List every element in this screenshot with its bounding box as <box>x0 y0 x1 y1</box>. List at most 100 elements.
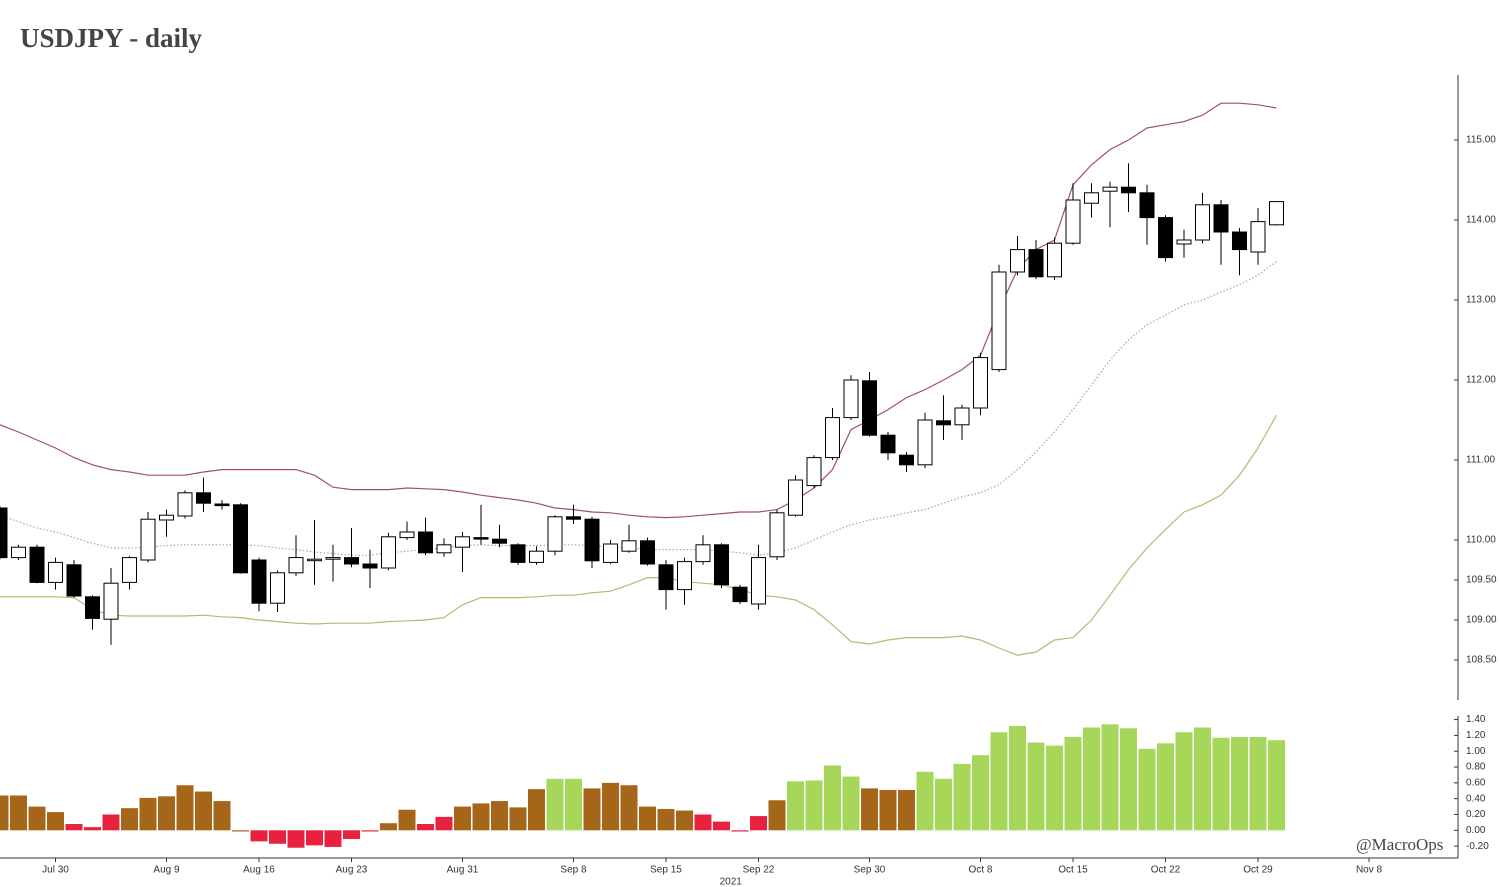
bar <box>195 791 212 831</box>
candle-body <box>677 561 692 591</box>
band-line <box>0 261 1277 556</box>
bar <box>0 795 9 831</box>
bar <box>28 806 46 831</box>
candle-body <box>159 514 174 521</box>
bar <box>287 830 305 848</box>
bar <box>916 771 934 831</box>
bar <box>602 782 619 831</box>
candle-body <box>66 564 82 597</box>
bar <box>250 830 268 842</box>
x-tick-label: Nov 8 <box>1356 865 1383 876</box>
bar <box>47 812 64 831</box>
bar <box>565 778 582 831</box>
candle-body <box>621 540 637 552</box>
bar <box>491 801 508 831</box>
y-tick-label: 1.40 <box>1466 714 1486 725</box>
bar <box>1212 737 1230 831</box>
candle-body <box>122 557 137 583</box>
candle-body <box>214 503 230 507</box>
candle-body <box>603 543 618 563</box>
x-tick-label: Jul 30 <box>42 865 69 876</box>
band-line <box>0 102 1277 519</box>
candle-body <box>843 379 859 419</box>
bar <box>158 796 175 831</box>
candle-body <box>270 572 285 604</box>
bar <box>528 789 545 831</box>
bar <box>898 789 915 831</box>
bar <box>139 797 157 831</box>
candle-body <box>233 504 248 574</box>
bar <box>935 778 952 831</box>
x-tick-label: Oct 29 <box>1243 865 1273 876</box>
bar <box>676 810 693 831</box>
bar <box>398 809 416 831</box>
bar <box>84 827 101 831</box>
candle-body <box>547 516 563 552</box>
bar <box>879 789 897 831</box>
candle-body <box>1028 249 1044 278</box>
candle-body <box>1065 199 1081 244</box>
bar <box>417 823 434 831</box>
candle-body <box>196 492 211 504</box>
y-tick-label: 110.00 <box>1466 535 1496 546</box>
y-tick-label: 109.50 <box>1466 575 1497 586</box>
candle-body <box>1121 186 1136 194</box>
candle-body <box>473 537 489 540</box>
bar <box>1046 745 1063 831</box>
x-tick-label: Aug 23 <box>336 865 368 876</box>
candle-body <box>436 544 452 554</box>
candle-body <box>1139 192 1155 219</box>
candle-body <box>362 563 378 569</box>
bar <box>972 755 989 831</box>
y-tick-label: 114.00 <box>1466 215 1496 226</box>
candle-body <box>510 544 526 563</box>
chart-title: USDJPY - daily <box>20 23 203 53</box>
candle-body <box>381 536 396 569</box>
bar <box>1009 725 1026 831</box>
bar <box>435 816 453 831</box>
bar <box>324 830 342 847</box>
bar <box>509 807 527 831</box>
candle-body <box>658 564 674 591</box>
bar <box>639 806 656 831</box>
candle-body <box>936 420 951 426</box>
bar <box>472 803 490 831</box>
bar <box>787 781 804 831</box>
x-tick-label: Aug 31 <box>447 865 479 876</box>
candle-body <box>48 561 63 583</box>
y-tick-label: -0.20 <box>1466 841 1489 852</box>
candle-body <box>455 536 470 548</box>
bar <box>731 830 749 832</box>
x-tick-label: Oct 22 <box>1151 865 1181 876</box>
bar <box>713 821 730 831</box>
y-tick-label: 111.00 <box>1466 455 1496 466</box>
candle-body <box>529 550 544 563</box>
y-tick-label: 0.40 <box>1466 793 1486 804</box>
candle-body <box>566 516 581 520</box>
bar <box>583 788 601 831</box>
bar <box>1083 727 1100 831</box>
candle-body <box>85 596 100 619</box>
y-tick-label: 0.00 <box>1466 825 1486 836</box>
candle-body <box>418 531 433 554</box>
candle-body <box>1047 242 1062 278</box>
bar <box>1120 728 1137 831</box>
candle-body <box>1084 192 1099 204</box>
bar <box>380 823 397 831</box>
x-tick-label: Aug 9 <box>153 865 180 876</box>
x-tick-label: Sep 22 <box>743 865 775 876</box>
x-tick-label: Aug 16 <box>243 865 275 876</box>
candle-body <box>880 434 896 454</box>
bar <box>10 795 27 831</box>
bar <box>1249 736 1267 831</box>
candle-body <box>103 582 119 620</box>
bar <box>768 800 786 831</box>
bar <box>1175 732 1193 831</box>
x-tick-label: Oct 8 <box>969 865 993 876</box>
bar <box>750 816 767 831</box>
candle-body <box>954 407 970 426</box>
candle-body <box>732 586 748 603</box>
y-tick-label: 108.50 <box>1466 655 1497 666</box>
candle-body <box>307 558 322 562</box>
